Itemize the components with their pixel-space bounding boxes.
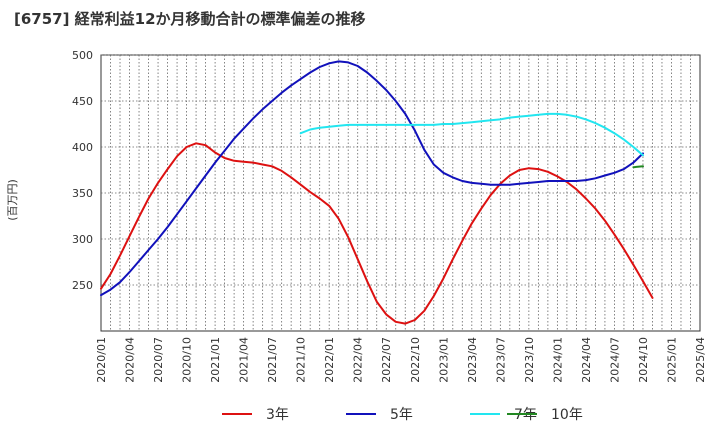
x-tick-label: 2023/01 — [437, 337, 450, 383]
grid — [101, 54, 700, 331]
x-tick-label: 2024/01 — [551, 337, 564, 383]
series-lines — [100, 60, 654, 325]
series-line — [100, 60, 644, 297]
x-tick-label: 2025/01 — [665, 337, 678, 383]
x-tick-label: 2021/07 — [266, 337, 279, 383]
x-tick-label: 2023/07 — [494, 337, 507, 383]
legend: 3年5年7年10年 — [222, 407, 583, 423]
x-tick-label: 2021/01 — [209, 337, 222, 383]
legend-label: 10年 — [551, 407, 583, 423]
y-tick-label: 350 — [72, 187, 93, 200]
x-axis-ticks: 2020/01 2020/04 2020/07 2020/10 2021/01 2021/… — [95, 337, 707, 383]
y-axis-label: (百万円) — [6, 179, 19, 221]
plot-frame — [100, 54, 701, 332]
series-line — [100, 142, 654, 325]
x-tick-label: 2021/10 — [295, 337, 308, 383]
x-tick-label: 2024/04 — [580, 337, 593, 383]
x-tick-label: 2022/04 — [352, 337, 365, 383]
x-tick-label: 2022/01 — [323, 337, 336, 383]
x-tick-label: 2020/10 — [181, 337, 194, 383]
legend-label: 5年 — [390, 407, 413, 423]
chart-title: [6757] 経常利益12か月移動合計の標準偏差の推移 — [14, 10, 366, 28]
y-tick-label: 250 — [72, 279, 93, 292]
x-tick-label: 2022/10 — [409, 337, 422, 383]
x-tick-label: 2023/10 — [523, 337, 536, 383]
y-tick-label: 500 — [72, 49, 93, 62]
x-tick-label: 2020/01 — [95, 337, 108, 383]
y-tick-label: 450 — [72, 95, 93, 108]
y-axis-ticks: 250 300 350 400 450 500 — [72, 49, 93, 292]
x-tick-label: 2021/04 — [238, 337, 251, 383]
x-tick-label: 2020/04 — [124, 337, 137, 383]
series-line — [299, 112, 644, 157]
x-tick-label: 2024/07 — [608, 337, 621, 383]
series-line — [632, 165, 644, 169]
x-tick-label: 2024/10 — [637, 337, 650, 383]
y-tick-label: 400 — [72, 141, 93, 154]
x-tick-label: 2025/04 — [694, 337, 707, 383]
legend-label: 3年 — [266, 407, 289, 423]
y-tick-label: 300 — [72, 233, 93, 246]
x-tick-label: 2020/07 — [152, 337, 165, 383]
x-tick-label: 2023/04 — [466, 337, 479, 383]
x-tick-label: 2022/07 — [380, 337, 393, 383]
